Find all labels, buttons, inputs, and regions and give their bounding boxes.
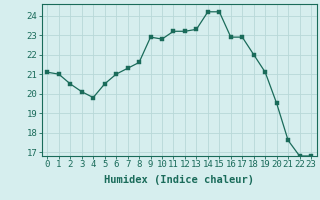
X-axis label: Humidex (Indice chaleur): Humidex (Indice chaleur) [104, 175, 254, 185]
